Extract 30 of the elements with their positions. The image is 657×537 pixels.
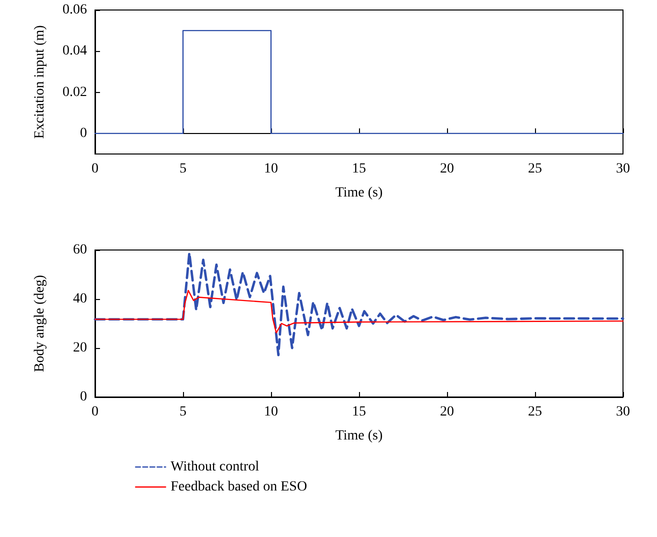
y-tick-label: 0.06 xyxy=(62,2,87,18)
x-tick-label: 0 xyxy=(92,404,98,420)
x-tick-label: 20 xyxy=(440,162,454,176)
line-series xyxy=(94,252,624,356)
x-tick-label: 30 xyxy=(616,404,630,420)
x-tick-label: 20 xyxy=(440,404,454,420)
y-axis-title: Excitation input (m) xyxy=(32,24,48,139)
x-tick-label: 0 xyxy=(92,162,98,176)
y-tick-label: 20 xyxy=(73,340,87,356)
y-tick-label: 0.02 xyxy=(62,84,87,100)
x-tick-label: 10 xyxy=(264,162,278,176)
x-tick-label: 5 xyxy=(180,162,186,176)
y-tick-label: 0 xyxy=(80,390,87,404)
x-axis-title: Time (s) xyxy=(335,186,383,200)
x-tick-label: 25 xyxy=(528,404,542,420)
x-tick-label: 10 xyxy=(264,404,278,420)
x-axis-title: Time (s) xyxy=(335,428,383,444)
x-tick-label: 25 xyxy=(528,162,542,176)
x-tick-label: 15 xyxy=(352,404,366,420)
y-tick-label: 60 xyxy=(73,242,87,258)
x-tick-label: 15 xyxy=(352,162,366,176)
y-tick-label: 40 xyxy=(73,292,87,306)
line-series xyxy=(94,290,624,334)
x-tick-label: 5 xyxy=(180,404,186,420)
x-tick-label: 30 xyxy=(616,162,630,176)
y-axis-title: Body angle (deg) xyxy=(32,274,48,372)
y-tick-label: 0 xyxy=(80,126,87,141)
legend-label: Feedback based on ESO xyxy=(170,480,308,494)
y-tick-label: 0.04 xyxy=(62,44,87,59)
legend-label: Without control xyxy=(170,460,260,474)
